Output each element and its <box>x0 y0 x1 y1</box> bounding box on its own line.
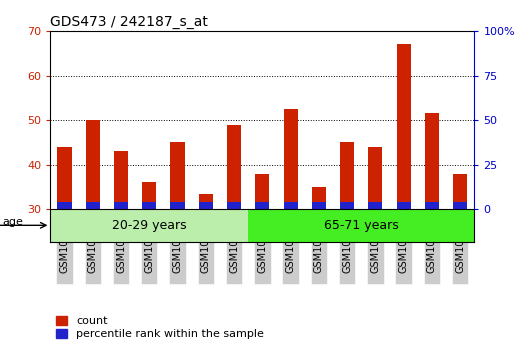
Bar <box>171 142 184 209</box>
Bar <box>86 203 100 209</box>
Bar <box>340 142 354 209</box>
Bar <box>425 114 439 209</box>
Bar <box>453 174 467 209</box>
Bar <box>284 203 298 209</box>
Text: GSM10359: GSM10359 <box>144 220 154 273</box>
Text: GSM10360: GSM10360 <box>173 220 182 273</box>
Bar <box>114 151 128 209</box>
Bar <box>284 109 298 209</box>
Bar <box>113 209 129 284</box>
Text: GSM10355: GSM10355 <box>88 220 98 273</box>
Bar <box>114 203 128 209</box>
Text: GSM10363: GSM10363 <box>258 220 267 273</box>
Bar <box>248 209 474 242</box>
Bar <box>312 187 326 209</box>
Bar <box>50 209 248 242</box>
Bar <box>142 183 156 209</box>
Bar <box>396 45 411 209</box>
Bar <box>254 209 270 284</box>
Bar <box>312 203 326 209</box>
Text: GSM10362: GSM10362 <box>229 220 239 273</box>
Bar <box>56 209 73 284</box>
Bar <box>142 203 156 209</box>
Text: 65-71 years: 65-71 years <box>324 219 399 232</box>
Text: age: age <box>3 217 23 227</box>
Text: GSM10367: GSM10367 <box>370 220 381 273</box>
Text: GSM10364: GSM10364 <box>286 220 296 273</box>
Bar <box>227 125 241 209</box>
Bar <box>452 209 469 284</box>
Legend: count, percentile rank within the sample: count, percentile rank within the sample <box>56 316 264 339</box>
Text: GSM10366: GSM10366 <box>342 220 352 273</box>
Bar <box>396 203 411 209</box>
Bar <box>368 203 383 209</box>
Text: 20-29 years: 20-29 years <box>112 219 187 232</box>
Bar <box>170 209 185 284</box>
Bar <box>199 194 213 209</box>
Bar <box>311 209 327 284</box>
Bar <box>57 147 72 209</box>
Bar <box>340 203 354 209</box>
Bar <box>367 209 384 284</box>
Text: GDS473 / 242187_s_at: GDS473 / 242187_s_at <box>50 14 208 29</box>
Bar <box>86 120 100 209</box>
Text: GSM10370: GSM10370 <box>455 220 465 273</box>
Bar <box>282 209 299 284</box>
Bar <box>368 147 383 209</box>
Bar <box>395 209 412 284</box>
Bar <box>85 209 101 284</box>
Text: GSM10365: GSM10365 <box>314 220 324 273</box>
Bar <box>227 203 241 209</box>
Text: GSM10368: GSM10368 <box>399 220 409 273</box>
Text: GSM10369: GSM10369 <box>427 220 437 273</box>
Bar <box>198 209 214 284</box>
Text: GSM10356: GSM10356 <box>116 220 126 273</box>
Bar <box>226 209 242 284</box>
Bar <box>199 203 213 209</box>
Bar <box>171 203 184 209</box>
Text: GSM10354: GSM10354 <box>59 220 69 273</box>
Text: GSM10361: GSM10361 <box>201 220 211 273</box>
Bar <box>424 209 440 284</box>
Bar <box>57 203 72 209</box>
Bar <box>453 203 467 209</box>
Bar <box>255 174 269 209</box>
Bar <box>339 209 355 284</box>
Bar <box>255 203 269 209</box>
Bar <box>141 209 157 284</box>
Bar <box>425 203 439 209</box>
